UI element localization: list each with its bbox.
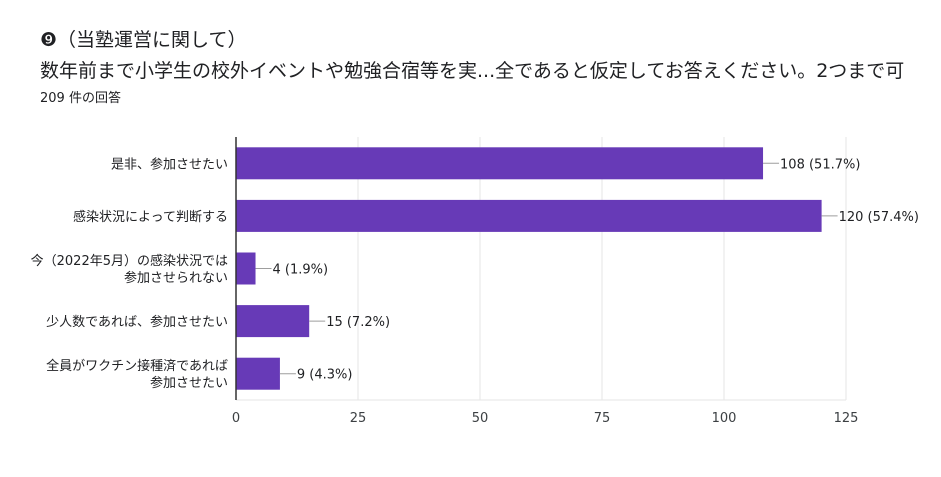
- question-header: ❾（当塾運営に関して） 数年前まで小学生の校外イベントや勉強合宿等を実...全で…: [40, 28, 930, 108]
- x-tick-label: 100: [712, 411, 737, 426]
- bar: [236, 252, 256, 285]
- category-label: 今（2022年5月）の感染状況では: [31, 253, 228, 269]
- x-tick-label: 125: [834, 411, 859, 426]
- category-label: 参加させられない: [124, 270, 228, 286]
- response-count: 209 件の回答: [40, 91, 121, 106]
- category-label: 参加させたい: [150, 375, 228, 391]
- category-label: 是非、参加させたい: [111, 156, 228, 172]
- data-label: 4 (1.9%): [273, 263, 329, 278]
- bar: [236, 147, 764, 180]
- x-tick-label: 25: [350, 411, 367, 426]
- data-label: 120 (57.4%): [839, 210, 919, 225]
- x-tick-label: 50: [472, 411, 489, 426]
- category-label: 少人数であれば、参加させたい: [46, 314, 228, 330]
- bar: [236, 199, 822, 232]
- category-label: 感染状況によって判断する: [73, 209, 228, 225]
- data-label: 108 (51.7%): [780, 157, 860, 172]
- bar: [236, 357, 280, 390]
- x-tick-label: 75: [594, 411, 611, 426]
- question-subtitle: 数年前まで小学生の校外イベントや勉強合宿等を実...全であると仮定してお答えくだ…: [40, 60, 905, 82]
- x-tick-label: 0: [232, 411, 240, 426]
- question-title: ❾（当塾運営に関して）: [40, 29, 247, 51]
- data-label: 15 (7.2%): [326, 315, 390, 330]
- category-label: 全員がワクチン接種済であれば: [46, 358, 228, 374]
- bar: [236, 305, 310, 338]
- data-label: 9 (4.3%): [297, 368, 353, 383]
